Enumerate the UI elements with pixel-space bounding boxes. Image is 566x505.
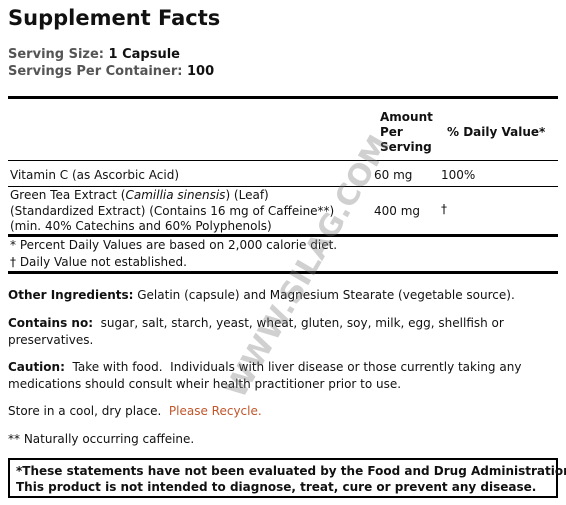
value: 1 Capsule [108,47,181,62]
value: 100 [187,64,215,79]
servings-per-container: Servings Per Container: 100 [8,64,214,80]
row-daily-value: † [441,202,447,216]
text: ) (Leaf) [225,188,269,202]
disclaimer-box: *These statements have not been evaluate… [8,458,566,498]
text: Take with food. Individuals with liver d… [8,360,526,391]
row-name: Green Tea Extract (Camillia sinensis) (L… [10,187,269,203]
footnote: † Daily Value not established. [10,255,187,269]
serving-size: Serving Size: 1 Capsule [8,47,180,63]
label: Contains no: [8,316,93,330]
row-daily-value: 100% [441,168,476,182]
disclaimer: *These statements have not been evaluate… [16,464,566,478]
row-name: Vitamin C (as Ascorbic Acid) [10,168,180,182]
rule [8,160,558,161]
label: Other Ingredients: [8,288,134,302]
label: Servings Per Container: [8,64,183,79]
rule [8,186,558,187]
text: Gelatin (capsule) and Magnesium Stearate… [133,288,515,302]
recycle-link: Please Recycle. [168,404,262,418]
header-amount: Serving [380,140,432,154]
thick-rule [8,271,558,274]
row-name: (Standardized Extract) (Contains 16 mg o… [10,204,335,218]
storage: Store in a cool, dry place. Please Recyc… [8,403,548,420]
text: Store in a cool, dry place. [8,404,169,418]
header-daily-value: % Daily Value* [447,125,546,139]
header-amount: Amount [380,110,433,124]
row-amount: 400 mg [374,204,421,218]
row-name: (min. 40% Catechins and 60% Polyphenols) [10,219,272,233]
contains-no: Contains no: sugar, salt, starch, yeast,… [8,315,548,349]
note: ** Naturally occurring caffeine. [8,432,195,446]
thick-rule [8,234,558,237]
disclaimer: This product is not intended to diagnose… [16,480,537,494]
text: Green Tea Extract ( [10,188,126,202]
header-amount: Per [380,125,403,139]
other-ingredients: Other Ingredients: Gelatin (capsule) and… [8,287,548,304]
label: Caution: [8,360,65,374]
label: Serving Size: [8,47,105,62]
caution: Caution: Take with food. Individuals wit… [8,359,548,393]
title: Supplement Facts [8,6,221,30]
footnote: * Percent Daily Values are based on 2,00… [10,238,338,252]
latin-name: Camillia sinensis [125,188,226,202]
text: sugar, salt, starch, yeast, wheat, glute… [8,316,508,347]
row-amount: 60 mg [374,168,413,182]
thick-rule [8,96,558,99]
